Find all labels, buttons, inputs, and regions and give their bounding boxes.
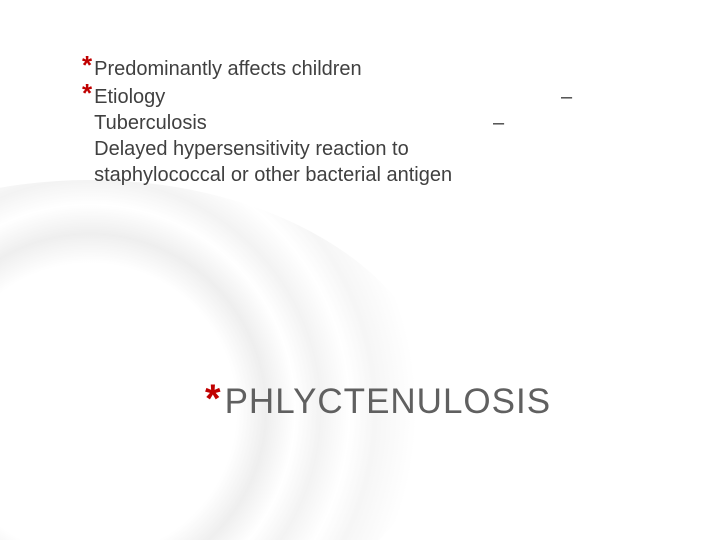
asterisk-icon: * <box>82 54 92 76</box>
slide: * Predominantly affects children * Etiol… <box>0 0 720 540</box>
asterisk-icon: * <box>205 382 221 416</box>
title-text: PHLYCTENULOSIS <box>225 382 552 422</box>
content-block: * Predominantly affects children * Etiol… <box>82 56 642 188</box>
etiology-line: Tuberculosis <box>94 110 207 136</box>
etiology-line: staphylococcal or other bacterial antige… <box>94 162 572 188</box>
etiology-line: Delayed hypersensitivity reaction to <box>94 136 572 162</box>
etiology-block: * Etiology – Tuberculosis – Delayed hype… <box>82 84 642 188</box>
bullet-text: Predominantly affects children <box>94 56 362 82</box>
dash-icon: – <box>493 110 504 136</box>
dash-icon: – <box>561 84 572 110</box>
slide-title: * PHLYCTENULOSIS <box>205 382 551 422</box>
asterisk-icon: * <box>82 82 92 104</box>
bullet-item: * Predominantly affects children <box>82 56 642 82</box>
etiology-label: Etiology <box>94 84 165 110</box>
decorative-swoosh <box>0 180 440 540</box>
